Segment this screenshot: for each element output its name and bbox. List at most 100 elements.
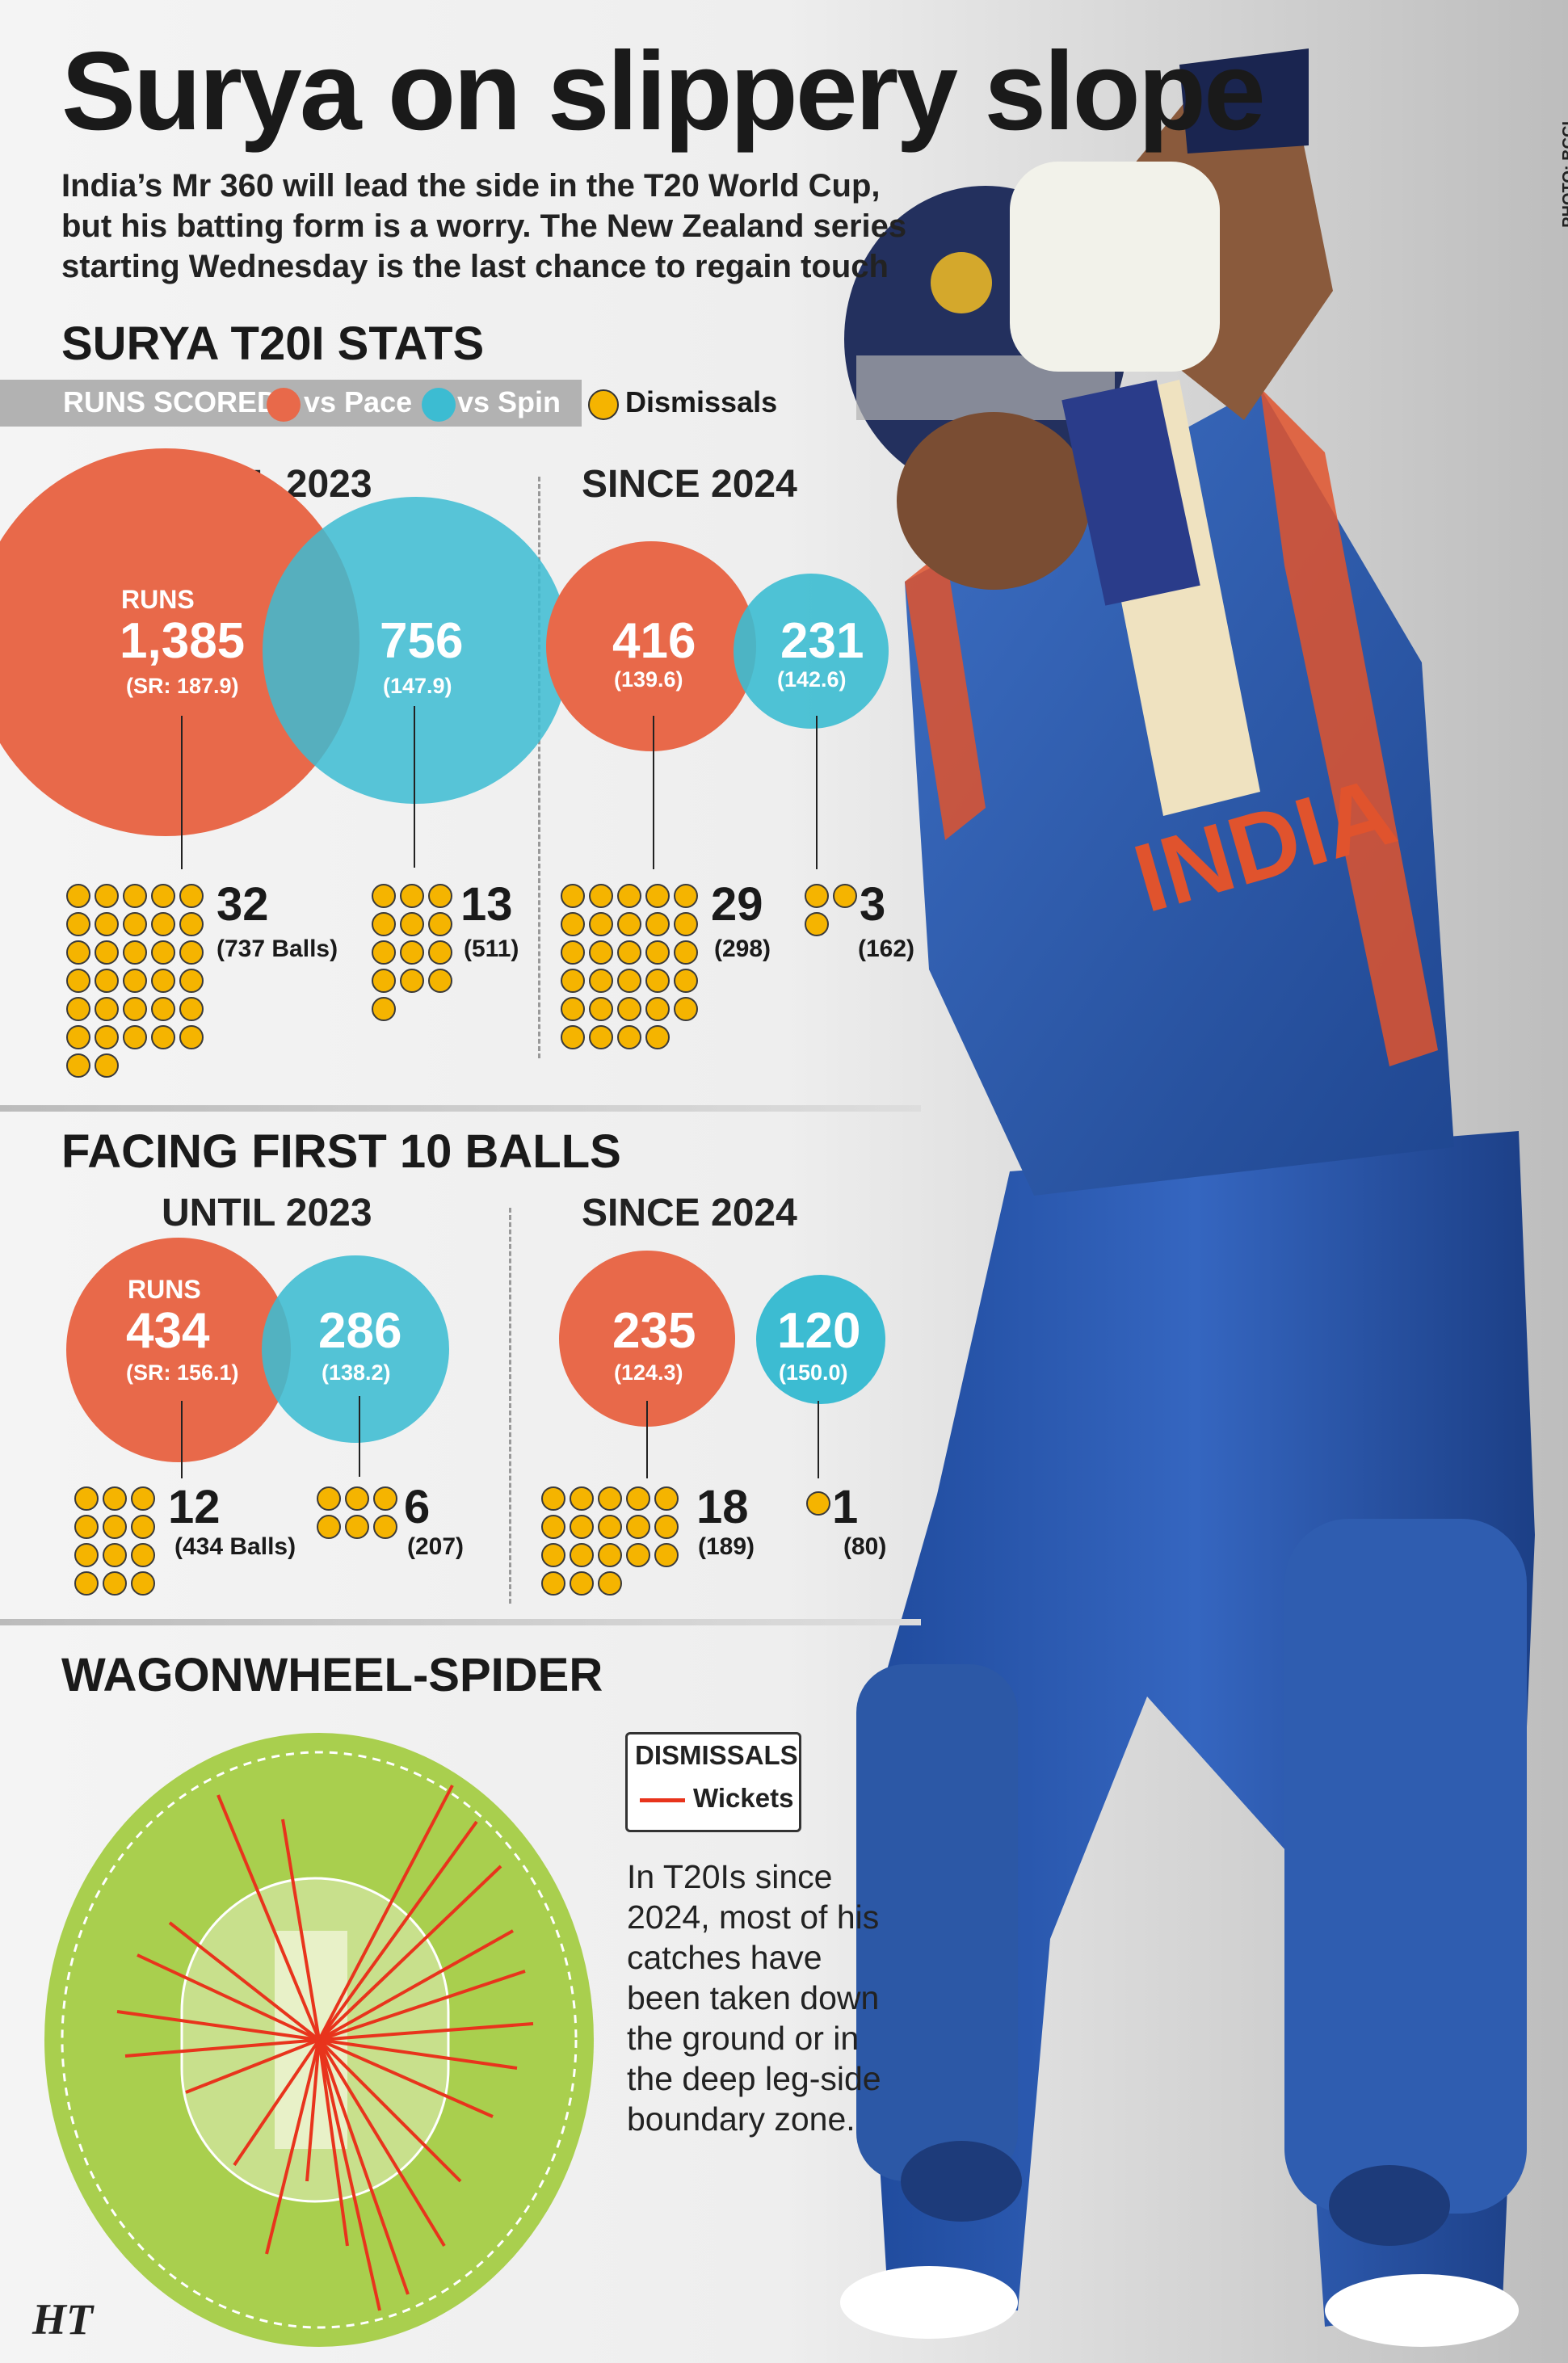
pace-runs-until-2023: 1,385 <box>120 613 246 669</box>
stats-section-title: SURYA T20I STATS <box>61 317 485 370</box>
period-since-2024: SINCE 2024 <box>582 1192 797 1234</box>
connector-line <box>181 716 183 869</box>
dismissal-dot <box>400 940 424 965</box>
dismissal-dot <box>95 997 119 1021</box>
wicket-line <box>317 2038 462 2183</box>
bubble-pace-since-2024 <box>559 1251 735 1427</box>
wicket-line <box>318 2038 518 2070</box>
wicket-line <box>124 2038 320 2058</box>
spin-runs-since-2024: 231 <box>780 613 864 669</box>
dismissal-dot <box>103 1486 127 1511</box>
dismissal-dot <box>372 884 396 908</box>
dismissal-dot <box>66 1025 90 1049</box>
dismissal-dot <box>131 1486 155 1511</box>
dismissal-dot <box>372 912 396 936</box>
legend-dismissal-swatch <box>588 389 619 420</box>
pace-runs-since-2024: 416 <box>612 613 696 669</box>
dismissal-dot <box>806 1491 830 1516</box>
dismissal-dot <box>123 940 147 965</box>
dismissal-dot <box>372 940 396 965</box>
bubble-spin-since-2024 <box>734 574 889 729</box>
dismissal-dot <box>345 1515 369 1539</box>
spin-dismissals-until-2023: 6 <box>404 1481 431 1533</box>
dismissal-dot <box>131 1543 155 1567</box>
pace-balls-since-2024: (298) <box>714 936 771 962</box>
dismissal-dot <box>345 1486 369 1511</box>
dismissals-legend-item: Wickets <box>693 1783 794 1813</box>
wicket-line <box>317 2039 410 2295</box>
pace-sr-until-2023: (SR: 187.9) <box>126 674 239 698</box>
pace-sr-since-2024: (139.6) <box>614 667 683 692</box>
dismissals-legend-box <box>625 1732 801 1832</box>
dismissal-dot <box>645 1025 670 1049</box>
pace-sr-until-2023: (SR: 156.1) <box>126 1360 239 1385</box>
bubble-pace-since-2024 <box>546 541 756 751</box>
bubble-spin-until-2023 <box>263 497 570 804</box>
legend-dismissals: Dismissals <box>625 385 778 418</box>
bubble-spin-until-2023 <box>262 1255 449 1443</box>
boundary-rope <box>61 1751 578 2329</box>
dismissal-dot <box>617 884 641 908</box>
dismissal-dot <box>589 969 613 993</box>
pace-balls-until-2023: (434 Balls) <box>174 1533 296 1560</box>
dismissal-dot <box>626 1486 650 1511</box>
wicket-line <box>216 1794 321 2041</box>
dismissal-dot <box>428 969 452 993</box>
spin-sr-until-2023: (138.2) <box>322 1360 391 1385</box>
connector-line <box>818 1401 819 1478</box>
dismissal-dot <box>95 1025 119 1049</box>
spin-runs-until-2023: 756 <box>380 613 464 669</box>
dismissal-dot <box>74 1543 99 1567</box>
dismissal-dot <box>151 969 175 993</box>
spin-runs-since-2024: 120 <box>777 1303 861 1359</box>
intro-text: India’s Mr 360 will lead the side in the… <box>61 168 907 284</box>
dismissal-dot <box>66 940 90 965</box>
period-until-2023: UNTIL 2023 <box>162 1192 372 1234</box>
dismissal-dot <box>400 912 424 936</box>
spin-balls-since-2024: (162) <box>858 936 915 962</box>
period-divider <box>538 477 540 1058</box>
wicket-line <box>281 1819 321 2041</box>
spin-dismissals-since-2024: 3 <box>860 878 886 931</box>
wicket-line <box>317 2039 381 2311</box>
dismissal-dot <box>131 1515 155 1539</box>
spin-balls-until-2023: (207) <box>407 1533 465 1560</box>
dismissal-dot <box>66 912 90 936</box>
dismissal-dot <box>833 884 857 908</box>
wicket-line <box>137 1953 320 2041</box>
dismissal-dot <box>95 969 119 993</box>
legend-vs-spin: vs Spin <box>457 385 561 418</box>
dismissal-dot <box>570 1515 594 1539</box>
dismissal-dot <box>541 1543 565 1567</box>
dismissal-dot <box>645 912 670 936</box>
period-divider <box>509 1208 511 1604</box>
bubble-spin-since-2024 <box>756 1275 885 1404</box>
wicket-line <box>318 1970 526 2041</box>
dismissal-dot <box>541 1486 565 1511</box>
dismissal-dot <box>317 1486 341 1511</box>
dismissal-dot <box>95 912 119 936</box>
dismissal-dot <box>654 1486 679 1511</box>
dismissal-dot <box>561 969 585 993</box>
dismissal-dot <box>372 997 396 1021</box>
dismissal-dot <box>674 940 698 965</box>
dismissal-dot <box>645 997 670 1021</box>
period-since-2024: SINCE 2024 <box>582 463 797 506</box>
dismissal-dot <box>805 884 829 908</box>
dismissal-dot <box>317 1515 341 1539</box>
dismissal-dot <box>123 969 147 993</box>
legend-spin-swatch <box>422 388 456 422</box>
dismissal-dot <box>151 1025 175 1049</box>
spin-dismissals-since-2024: 1 <box>832 1481 859 1533</box>
wicket-line <box>265 2039 321 2255</box>
dismissal-dot <box>561 912 585 936</box>
dismissal-dot <box>123 997 147 1021</box>
dismissal-dot <box>617 940 641 965</box>
connector-line <box>359 1396 360 1477</box>
connector-line <box>181 1401 183 1478</box>
dismissal-dot <box>617 912 641 936</box>
dismissal-dot <box>561 884 585 908</box>
dismissal-dot <box>570 1486 594 1511</box>
wicket-line <box>233 2038 321 2167</box>
dismissal-dot <box>103 1543 127 1567</box>
